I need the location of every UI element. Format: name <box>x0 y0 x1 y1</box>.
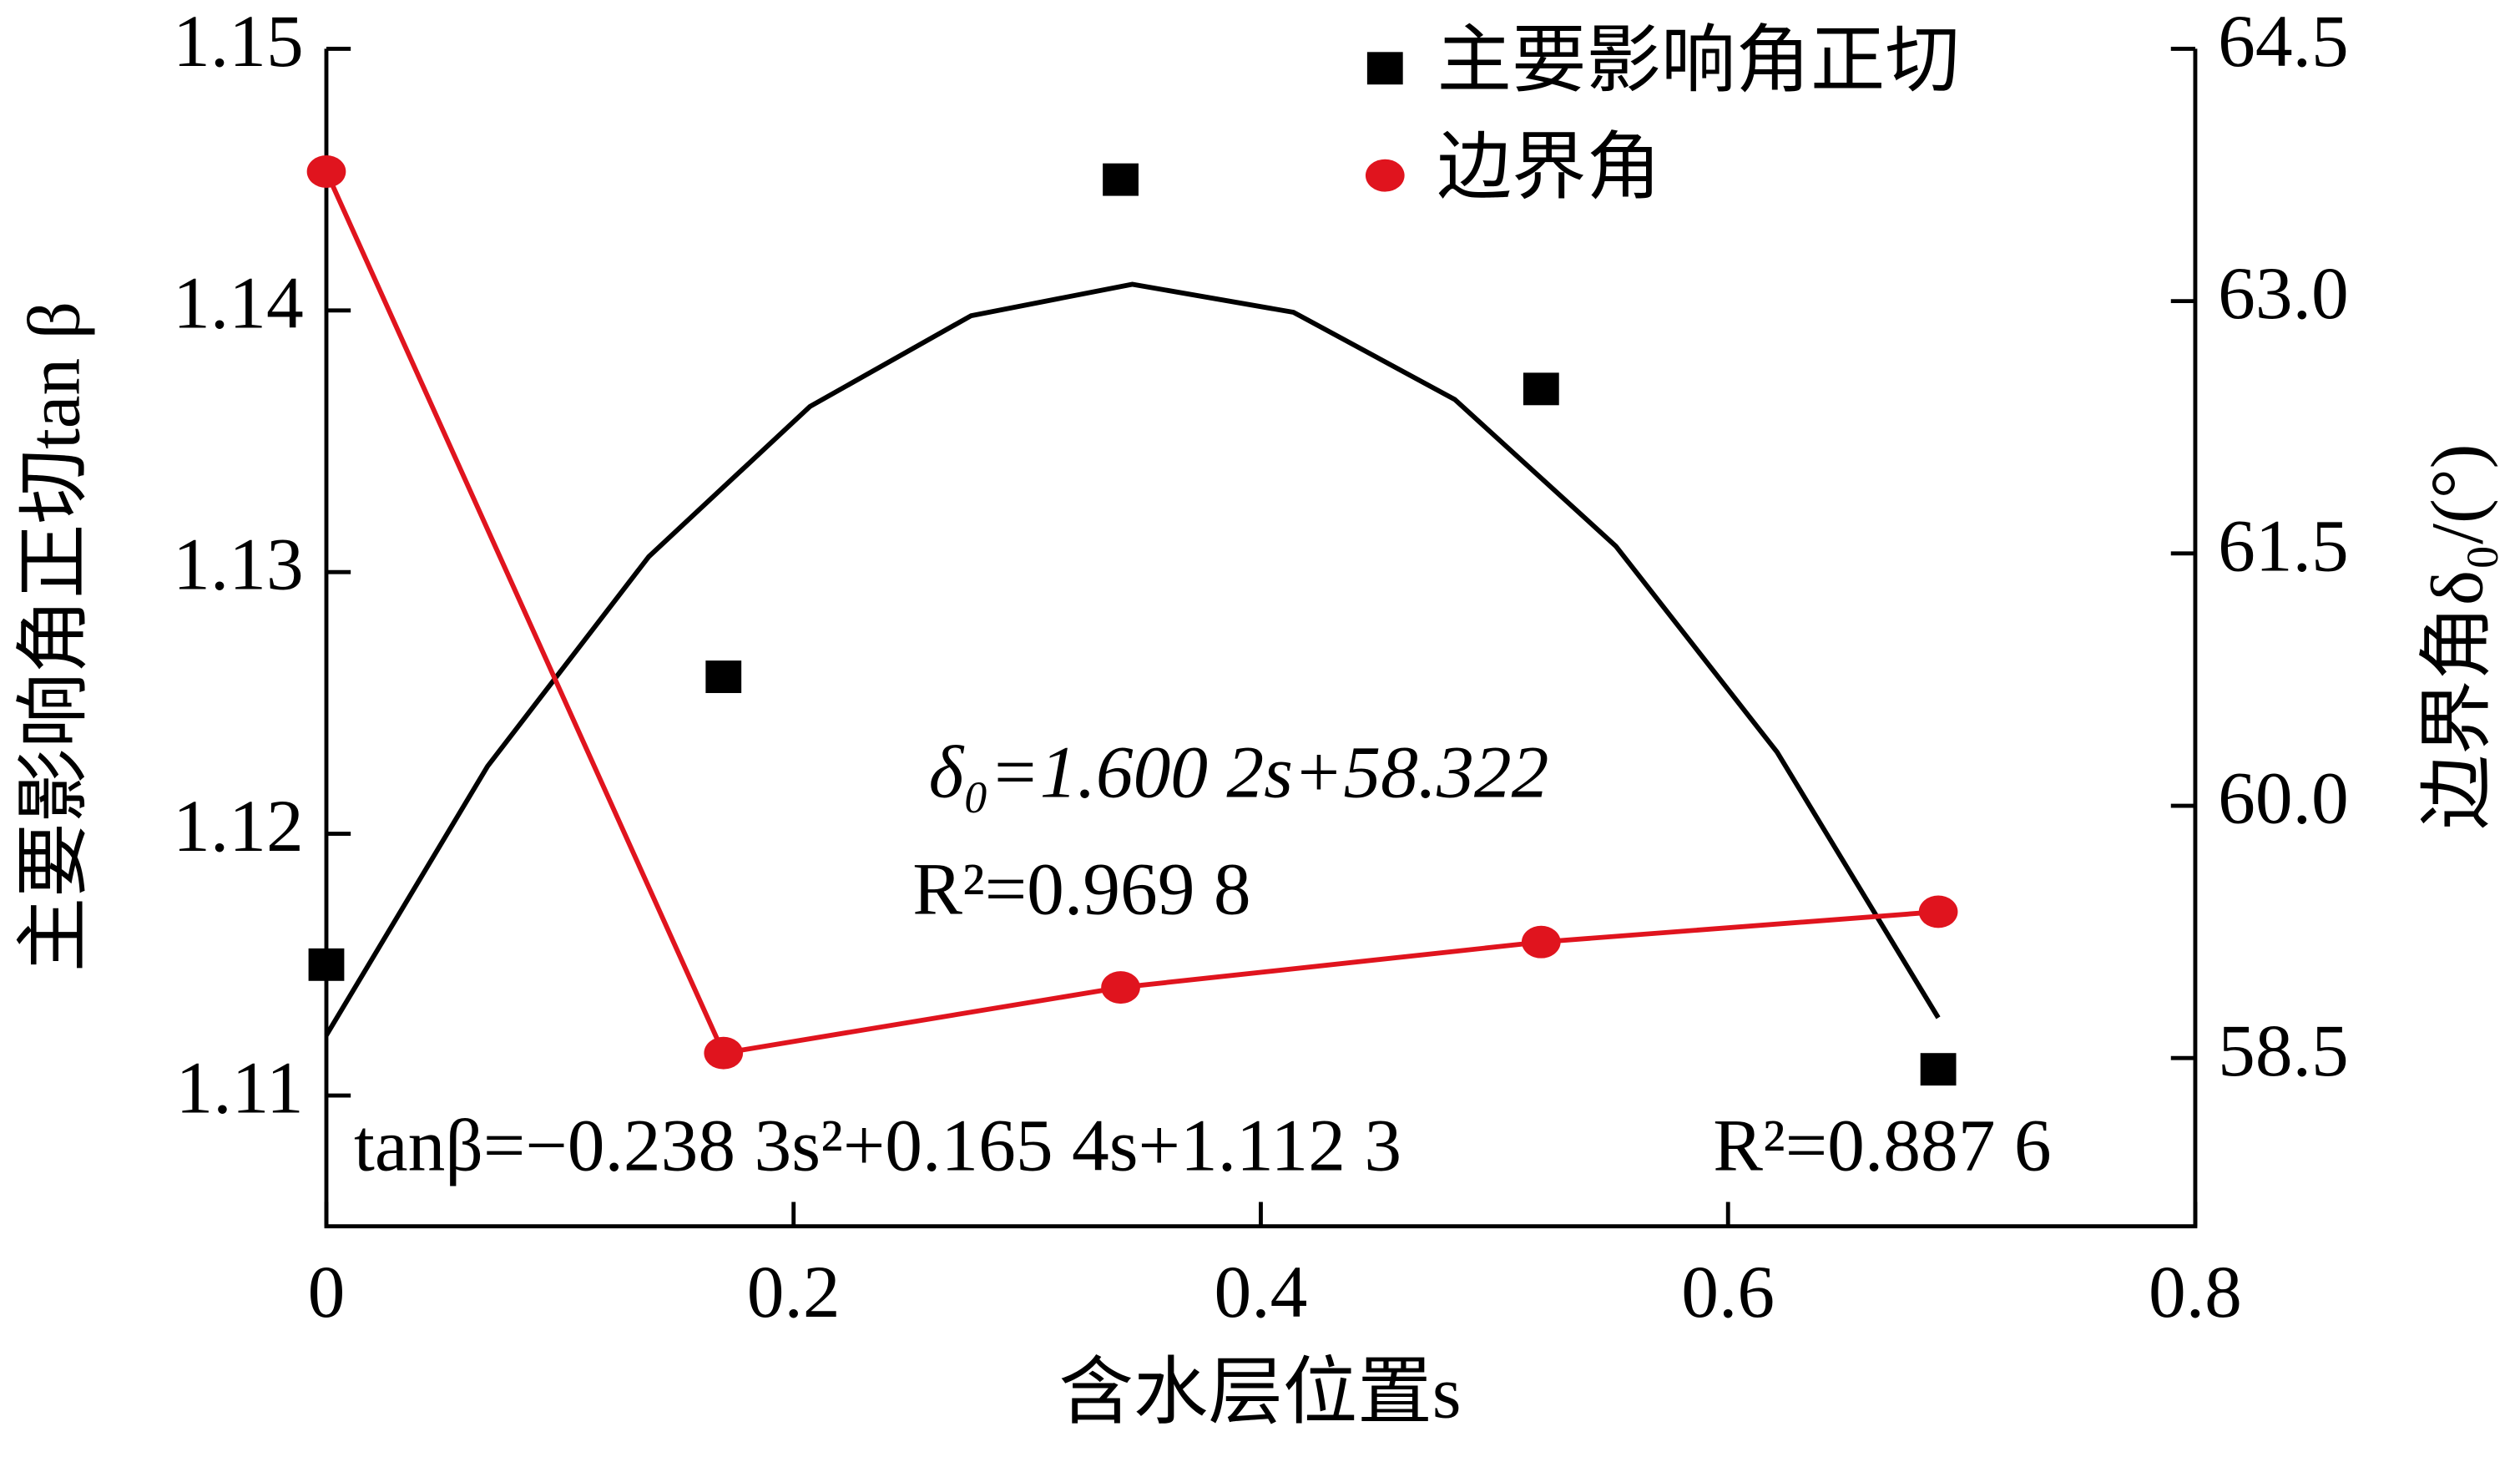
legend-marker <box>1366 52 1403 85</box>
data-point <box>1521 925 1561 959</box>
data-point <box>1918 895 1958 928</box>
fit-curve <box>324 281 1941 1037</box>
y-tick-label: 1.15 <box>173 0 304 83</box>
y-axis-label: 主要影响角正切tan β <box>13 301 95 972</box>
legend-label: 主要影响角正切 <box>1437 19 1960 102</box>
x-tick-label: 0 <box>308 1251 346 1333</box>
y2-tick-label: 61.5 <box>2218 504 2349 587</box>
y-tick-label: 1.14 <box>173 261 304 344</box>
annotation: R²=0.887 6 <box>1713 1105 2051 1187</box>
data-point <box>1101 971 1140 1004</box>
data-point <box>704 1036 744 1070</box>
annotation: δ₀=1.600 2s+58.322 <box>929 731 1549 813</box>
y-tick-label: 1.12 <box>173 785 304 868</box>
y2-tick-label: 63.0 <box>2218 252 2349 335</box>
x-tick-label: 0.2 <box>747 1251 841 1333</box>
data-point <box>1523 372 1559 406</box>
legend-marker <box>1365 159 1405 192</box>
y2-tick-label: 64.5 <box>2218 0 2349 83</box>
y-tick-label: 1.13 <box>173 524 304 606</box>
axis-frame <box>324 48 2198 1229</box>
y-tick-label: 1.11 <box>176 1047 304 1130</box>
y2-tick-label: 58.5 <box>2218 1009 2349 1092</box>
data-point <box>308 948 345 981</box>
data-point <box>705 660 742 694</box>
annotation: R²=0.969 8 <box>912 847 1250 930</box>
data-point <box>1103 163 1139 196</box>
x-tick-label: 0.4 <box>1215 1251 1308 1333</box>
x-tick-label: 0.6 <box>1681 1251 1775 1333</box>
y2-tick-label: 60.0 <box>2218 757 2349 840</box>
data-point <box>1920 1053 1957 1086</box>
annotation: tanβ=−0.238 3s²+0.165 4s+1.112 3 <box>354 1105 1401 1187</box>
x-axis-label: 含水层位置s <box>1058 1351 1461 1434</box>
y2-axis-label: 边界角δ₀/(°) <box>2416 444 2498 830</box>
legend-label: 边界角 <box>1437 127 1661 210</box>
data-point <box>306 155 346 188</box>
x-tick-label: 0.8 <box>2149 1251 2242 1333</box>
